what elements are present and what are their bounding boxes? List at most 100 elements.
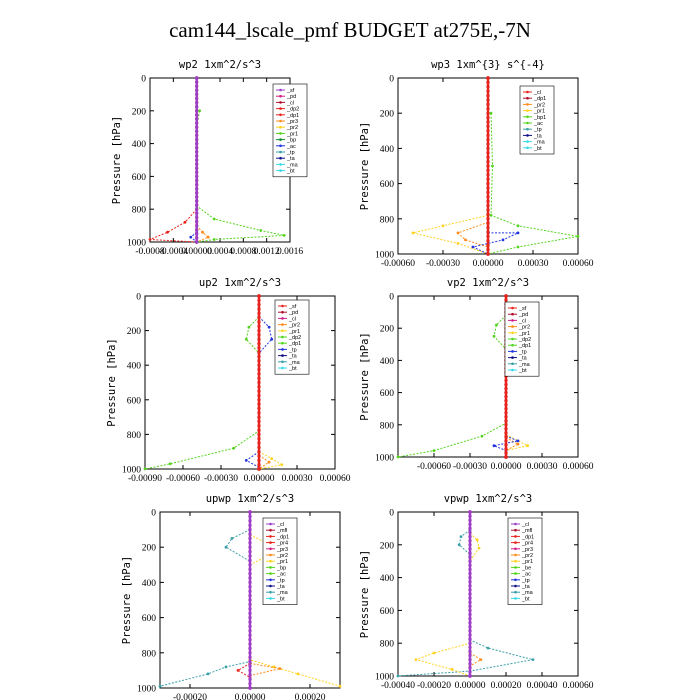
legend-label: _pr1 [288,329,300,335]
legend-label: _cl [286,100,294,106]
data-point [468,592,472,596]
data-point [257,359,261,363]
legend-label: _cl [276,522,284,528]
data-point [248,611,252,615]
data-point [486,234,490,238]
series-line [149,208,198,243]
legend-label: _tp [521,578,530,584]
y-tick-label: 400 [380,574,395,584]
data-point [477,546,481,550]
data-point [516,442,520,446]
legend-marker [511,356,514,359]
data-point [504,399,508,403]
data-point [257,437,261,441]
data-point [468,637,472,641]
data-point [531,658,535,661]
y-tick-label: 200 [127,327,142,337]
data-point [468,600,472,604]
subplot-1: wp2 1xm^2/s^3 Pressure [hPa] 0 200 400 600 800… [111,59,308,257]
data-point [257,428,261,432]
data-point [486,142,490,146]
data-point [468,674,472,678]
data-point [411,231,415,235]
data-point [468,555,472,559]
data-point [486,94,490,98]
data-point [257,303,261,307]
x-tick-label: -0.00060 [417,462,451,472]
legend-label: _bt [518,368,527,374]
legend-marker [269,572,272,575]
data-point [479,658,483,661]
data-point [504,298,508,302]
data-point [257,445,261,449]
x-tick-label: -0.00030 [453,462,487,472]
data-point [195,117,199,121]
data-point [504,443,508,447]
y-axis-label: Pressure [hPa] [121,556,133,645]
data-point [492,444,496,448]
legend: _sf_pd_cl_pr2_pr1_dp2_dp1_tp_ta_ma_bt [504,301,540,377]
series-line [469,652,482,667]
subplot-2: wp3 1xm^{3} s^{-4} Pressure [hPa] 0 200 400 6… [359,59,594,269]
data-point [504,423,508,427]
series-line [159,529,251,687]
y-tick-label: 400 [127,362,142,372]
data-point [480,434,484,438]
data-point [248,536,252,541]
data-point [486,116,490,120]
data-point [195,219,199,224]
series-line [258,454,270,470]
data-point [257,441,261,445]
legend-label: _ta [288,354,298,360]
data-point [486,173,490,177]
legend-label: _ac [276,572,286,578]
legend-box [519,85,555,155]
data-point [516,439,520,443]
data-point [195,207,199,211]
data-point [486,111,490,115]
y-tick-label: 1000 [375,251,394,261]
data-point [468,526,472,531]
legend-marker [526,140,529,143]
legend-marker [526,115,529,119]
legend-marker [269,553,272,557]
x-tick-label: 0.00000 [181,247,212,257]
legend-marker [511,343,514,347]
data-point [248,558,252,563]
plot-frame [149,77,291,243]
x-tick-label: 0.00030 [518,259,549,269]
data-point [456,242,460,245]
data-point [248,655,252,659]
legend-label: _dp1 [288,341,301,347]
data-point [257,402,261,406]
data-point [486,217,490,221]
subplot-title: vpwp 1xm^2/s^3 [444,493,533,505]
data-point [459,535,463,538]
legend-marker [511,319,514,322]
series-line [258,451,284,470]
data-point [195,125,199,129]
data-point [248,633,252,637]
data-point [267,325,271,329]
data-point [257,458,261,462]
legend-label: _ta [286,156,296,162]
data-point [257,337,261,341]
data-point [468,547,472,551]
legend-label: _pr4 [276,541,288,547]
legend-label: _dp2 [286,107,299,113]
legend-marker [279,113,282,117]
x-tick-label: -0.00020 [417,681,451,691]
x-tick-label: -0.0008 [135,247,165,257]
y-tick-label: 200 [380,110,395,120]
subplot-title: upwp 1xm^2/s^3 [206,493,295,505]
data-point [495,323,498,327]
data-point [257,316,261,320]
legend-label: _dp1 [518,343,531,349]
legend-label: _pd [518,312,528,318]
legend-marker [526,127,529,131]
legend-marker [279,88,282,92]
legend-label: _cl [533,90,541,96]
data-point [248,602,252,607]
data-point [248,673,252,677]
x-tick-label: 0.00040 [527,681,558,691]
